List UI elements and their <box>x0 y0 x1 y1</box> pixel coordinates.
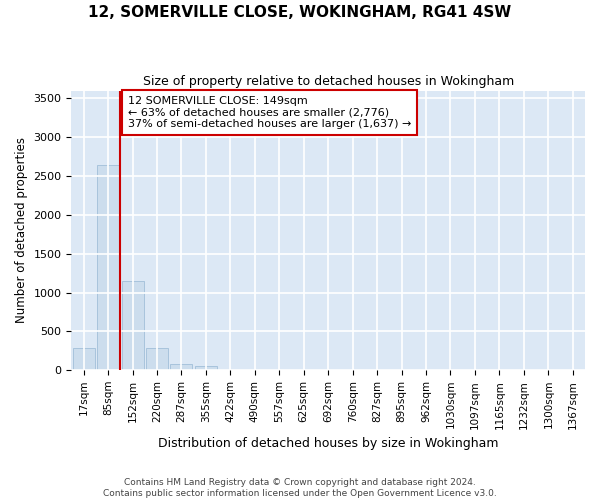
Y-axis label: Number of detached properties: Number of detached properties <box>15 138 28 324</box>
Text: 12 SOMERVILLE CLOSE: 149sqm
← 63% of detached houses are smaller (2,776)
37% of : 12 SOMERVILLE CLOSE: 149sqm ← 63% of det… <box>128 96 411 129</box>
X-axis label: Distribution of detached houses by size in Wokingham: Distribution of detached houses by size … <box>158 437 499 450</box>
Bar <box>73 348 95 370</box>
Bar <box>170 364 193 370</box>
Bar <box>97 165 119 370</box>
Title: Size of property relative to detached houses in Wokingham: Size of property relative to detached ho… <box>143 75 514 88</box>
Text: 12, SOMERVILLE CLOSE, WOKINGHAM, RG41 4SW: 12, SOMERVILLE CLOSE, WOKINGHAM, RG41 4S… <box>88 5 512 20</box>
Bar <box>146 348 168 370</box>
Text: Contains HM Land Registry data © Crown copyright and database right 2024.
Contai: Contains HM Land Registry data © Crown c… <box>103 478 497 498</box>
Bar <box>122 281 143 370</box>
Bar <box>195 366 217 370</box>
